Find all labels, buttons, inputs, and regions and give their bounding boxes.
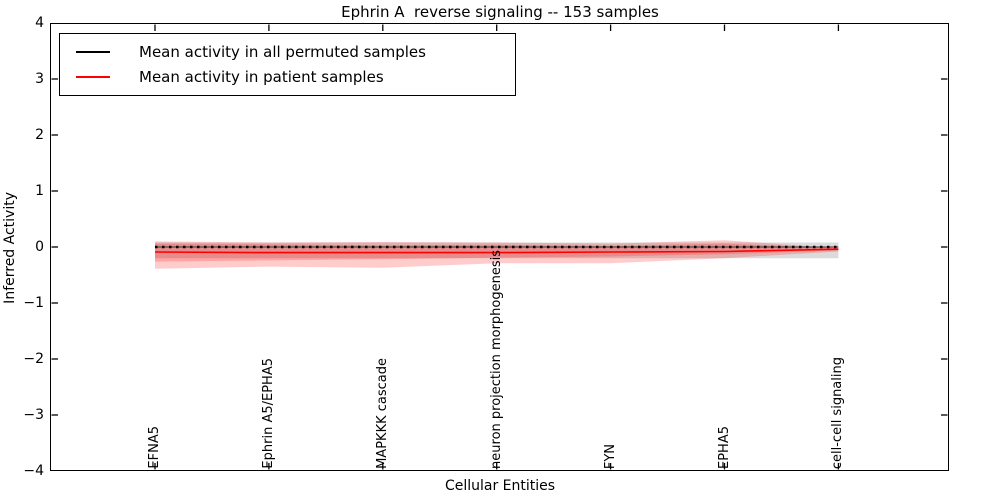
y-tick-label: 1	[35, 183, 44, 199]
red-line-swatch-icon	[76, 76, 110, 78]
black-line-swatch-icon	[76, 51, 110, 53]
x-tick-label: cell-cell signaling	[830, 356, 846, 469]
legend-entry-permuted: Mean activity in all permuted samples	[76, 43, 515, 61]
y-tick-label: −1	[23, 295, 44, 311]
y-axis-label: Inferred Activity	[2, 192, 18, 304]
plot-canvas	[51, 23, 948, 471]
y-tick-label: −3	[23, 407, 44, 423]
y-tick-label: 3	[35, 71, 44, 87]
x-axis-label: Cellular Entities	[444, 478, 556, 494]
y-tick-label: 2	[35, 127, 44, 143]
x-tick-label: EFNA5	[147, 426, 162, 469]
legend: Mean activity in all permuted samples Me…	[59, 33, 516, 96]
y-tick-label: −4	[23, 463, 44, 479]
x-tick-label: EPHA5	[716, 426, 732, 469]
x-tick-label: MAPKKK cascade	[374, 358, 390, 469]
legend-label: Mean activity in patient samples	[139, 68, 384, 86]
legend-label: Mean activity in all permuted samples	[139, 43, 426, 61]
y-tick-label: −2	[23, 351, 44, 367]
plot-title: Ephrin A reverse signaling -- 153 sample…	[341, 3, 659, 21]
x-tick-label: FYN	[602, 443, 618, 469]
legend-entry-patient: Mean activity in patient samples	[76, 68, 515, 86]
y-tick-label: 0	[35, 239, 44, 255]
x-tick-label: Ephrin A5/EPHA5	[260, 358, 276, 469]
x-tick-label: neuron projection morphogenesis	[488, 250, 504, 469]
patient-mean-line	[154, 248, 839, 254]
y-tick-label: 4	[35, 15, 44, 31]
